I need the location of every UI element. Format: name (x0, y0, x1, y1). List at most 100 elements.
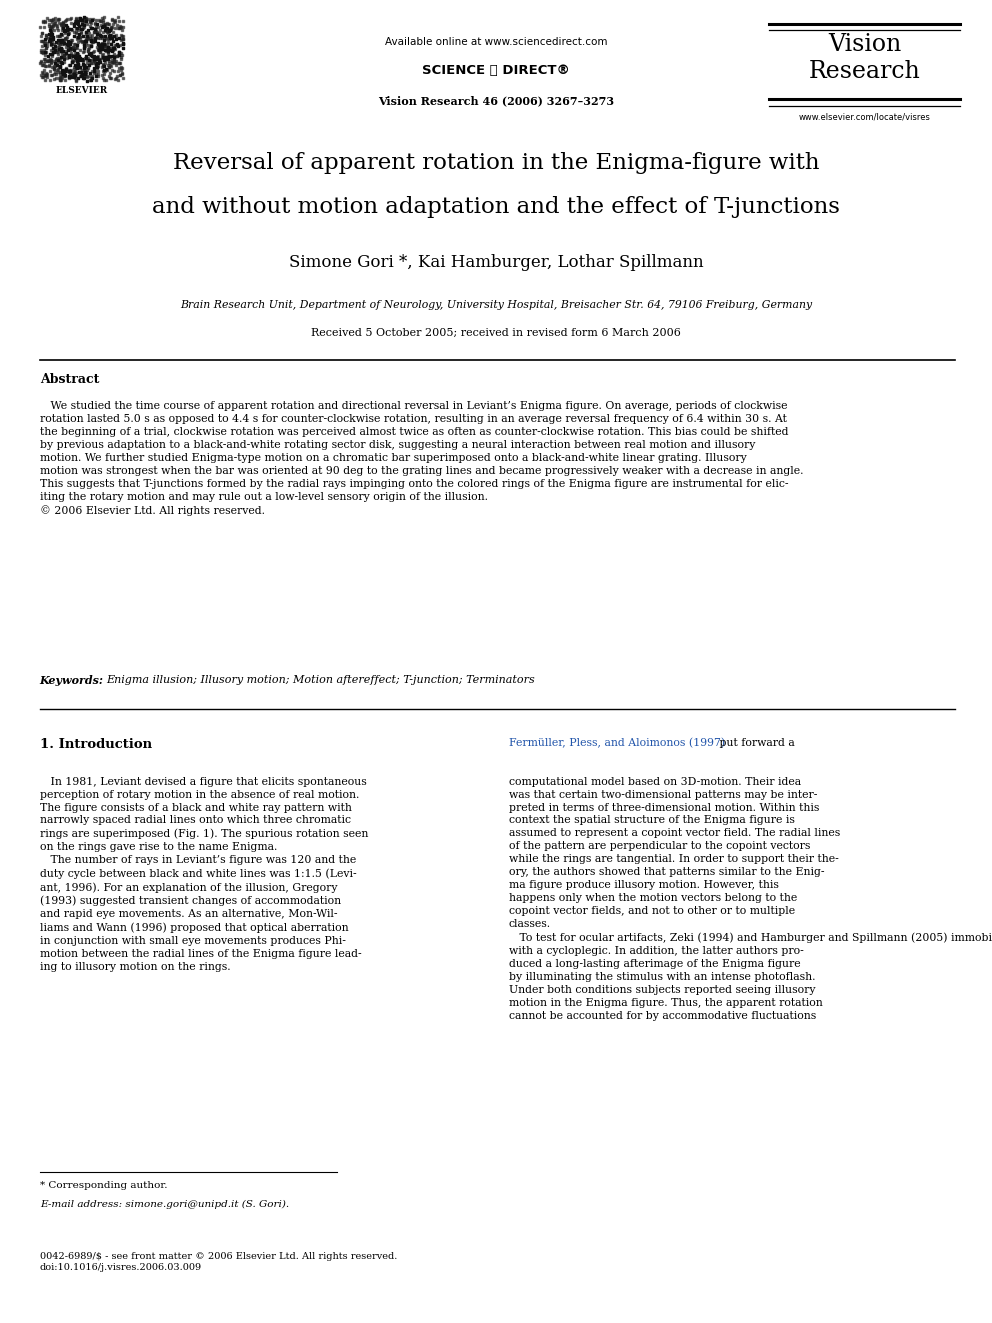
Point (96, 16, 112, 37)
Point (96, 29, 112, 50)
Point (35, 41, 51, 62)
Point (87, 17, 103, 38)
Point (50, 40, 65, 61)
Point (50, 44, 65, 65)
Point (66, 25, 82, 46)
Point (99, 12, 115, 33)
Point (66, 45, 82, 66)
Point (108, 54, 124, 75)
Point (65, 61, 81, 82)
Point (107, 38, 123, 60)
Point (54, 52, 69, 73)
Point (104, 60, 120, 81)
Point (96, 32, 112, 53)
Point (72, 65, 88, 86)
Point (80, 58, 96, 79)
Point (49, 49, 64, 70)
Text: put forward a: put forward a (716, 738, 795, 749)
Point (68, 36, 84, 57)
Point (53, 40, 68, 61)
Point (41, 30, 57, 52)
Point (54, 29, 69, 50)
Point (63, 32, 79, 53)
Point (99, 37, 115, 58)
Point (59, 26, 74, 48)
Point (88, 66, 104, 87)
Point (75, 8, 91, 29)
Text: Vision
Research: Vision Research (809, 33, 921, 82)
Point (59, 57, 74, 78)
Point (72, 19, 88, 40)
Point (106, 11, 122, 32)
Point (81, 49, 97, 70)
Point (81, 44, 97, 65)
Point (43, 33, 59, 54)
Point (77, 48, 93, 69)
Point (43, 16, 59, 37)
Point (85, 41, 101, 62)
Point (66, 57, 82, 78)
Point (99, 36, 115, 57)
Text: In 1981, Leviant devised a figure that elicits spontaneous
perception of rotary : In 1981, Leviant devised a figure that e… (40, 777, 368, 972)
Point (43, 16, 59, 37)
Point (106, 69, 122, 90)
Point (90, 16, 106, 37)
Point (34, 54, 50, 75)
Point (76, 54, 92, 75)
Point (34, 34, 50, 56)
Point (61, 34, 76, 56)
Point (96, 16, 112, 37)
Point (77, 11, 93, 32)
Point (115, 25, 131, 46)
Point (83, 13, 99, 34)
Point (111, 11, 127, 32)
Point (68, 58, 84, 79)
Point (65, 13, 81, 34)
Point (69, 53, 85, 74)
Point (34, 41, 50, 62)
Point (51, 52, 66, 73)
Point (76, 32, 92, 53)
Point (44, 17, 60, 38)
Point (99, 21, 115, 42)
Point (35, 54, 51, 75)
Point (86, 48, 102, 69)
Point (88, 56, 104, 77)
Point (55, 61, 70, 82)
Point (58, 36, 73, 57)
Point (66, 67, 82, 89)
Point (86, 50, 102, 71)
Point (78, 65, 94, 86)
Point (63, 60, 79, 81)
Point (83, 44, 99, 65)
Point (55, 67, 70, 89)
Point (43, 25, 59, 46)
Point (79, 13, 95, 34)
Point (52, 25, 67, 46)
Point (75, 30, 91, 52)
Point (51, 37, 66, 58)
Point (106, 48, 122, 69)
Point (73, 32, 89, 53)
Point (76, 38, 92, 60)
Point (90, 61, 106, 82)
Point (43, 50, 59, 71)
Text: We studied the time course of apparent rotation and directional reversal in Levi: We studied the time course of apparent r… (40, 401, 804, 516)
Point (73, 30, 89, 52)
Point (41, 16, 57, 37)
Point (99, 20, 115, 41)
Point (85, 21, 101, 42)
Point (68, 17, 84, 38)
Point (87, 54, 103, 75)
Point (98, 17, 114, 38)
Point (113, 60, 129, 81)
Point (56, 12, 71, 33)
Text: www.elsevier.com/locate/visres: www.elsevier.com/locate/visres (800, 112, 930, 122)
Point (58, 28, 73, 49)
Point (86, 45, 102, 66)
Point (96, 36, 112, 57)
Point (110, 17, 126, 38)
Point (58, 22, 73, 44)
Point (63, 42, 79, 64)
Point (75, 17, 91, 38)
